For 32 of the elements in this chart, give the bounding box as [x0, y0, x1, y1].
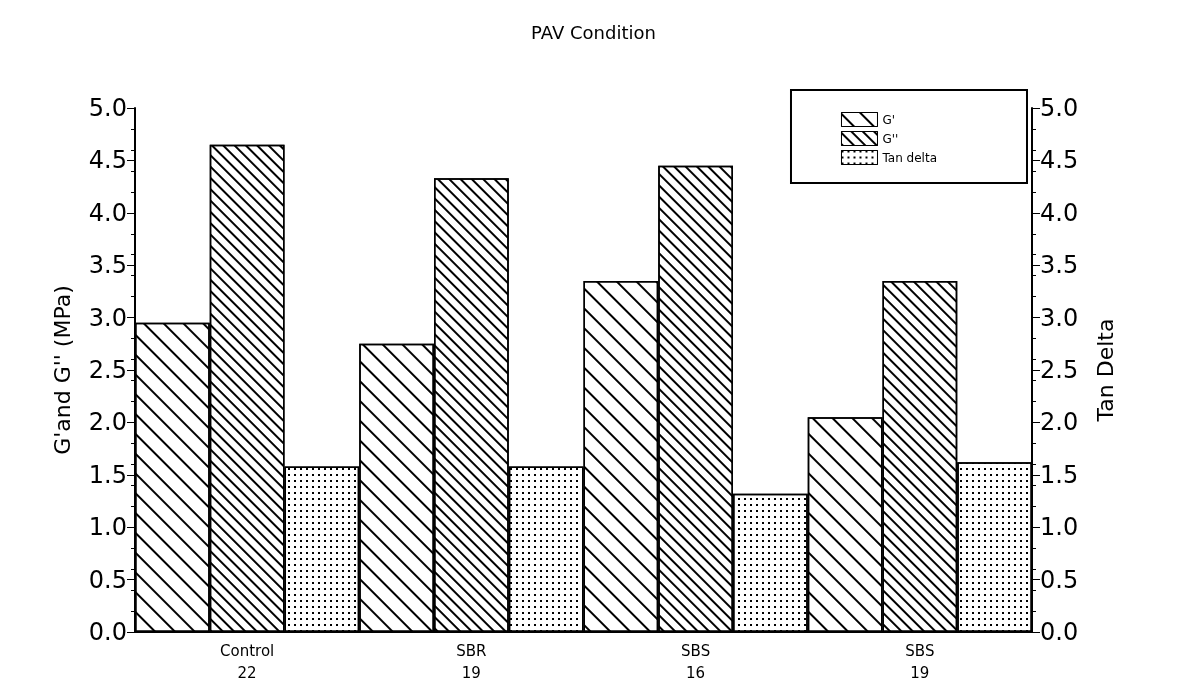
y2-tick-label: 5.0	[1040, 94, 1079, 122]
x-tick-label: SBS 19	[905, 642, 935, 682]
y-tick-label: 2.5	[88, 356, 127, 384]
y2-tick-label: 3.0	[1040, 303, 1079, 332]
y-tick-label: 5.0	[88, 94, 127, 122]
y-tick-label: 3.5	[88, 251, 127, 280]
y-tick-label: 0.5	[88, 565, 127, 594]
y2-tick-label: 2.0	[1040, 408, 1079, 437]
y-tick-label: 1.0	[88, 513, 127, 542]
chart-title: PAV Condition	[531, 21, 656, 43]
y2-tick-label: 4.0	[1040, 198, 1079, 227]
y2-tick-label: 3.5	[1040, 251, 1079, 280]
y2-tick-label: 4.5	[1040, 146, 1079, 175]
y-tick-label: 3.0	[88, 303, 127, 332]
y-tick-label: 1.5	[88, 460, 127, 489]
y2-axis-title: Tan Delta	[1092, 318, 1118, 423]
legend-label: G''	[882, 131, 899, 146]
legend-label: Tan delta	[881, 150, 938, 165]
y-axis-title: G'and G'' (MPa)	[49, 285, 75, 455]
x-tick-label: SBR 19	[456, 642, 487, 682]
legend-label: G'	[882, 112, 896, 127]
y-tick-label: 0.0	[88, 618, 127, 646]
y-tick-label: 4.0	[88, 198, 127, 227]
y-tick-label: 2.0	[88, 408, 127, 437]
y2-tick-label: 0.5	[1040, 565, 1079, 594]
y2-tick-label: 1.0	[1040, 513, 1079, 542]
y2-tick-label: 0.0	[1040, 618, 1079, 646]
x-tick-label: SBS 16	[681, 642, 711, 682]
y-tick-label: 4.5	[88, 146, 127, 175]
y2-tick-label: 1.5	[1040, 460, 1079, 489]
x-tick-label: Control 22	[220, 642, 275, 682]
y2-tick-label: 2.5	[1040, 356, 1079, 384]
